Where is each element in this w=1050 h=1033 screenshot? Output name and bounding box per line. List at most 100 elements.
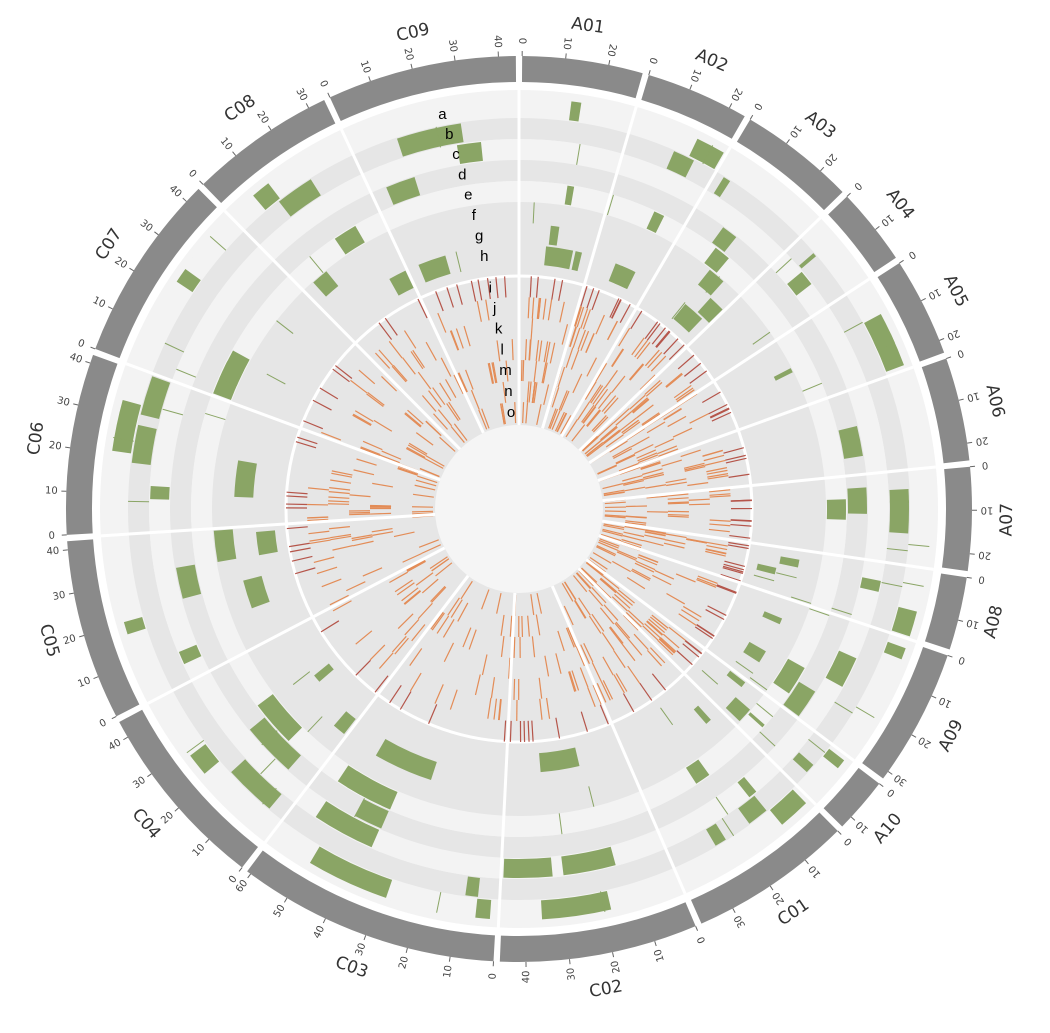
tick-mark [749, 114, 754, 120]
feature-line [460, 580, 473, 600]
tick-label: 10 [937, 694, 953, 709]
feature-line [330, 533, 352, 539]
feature-line [332, 544, 354, 551]
feature-block [666, 151, 694, 178]
feature-line [611, 375, 626, 393]
feature-line [404, 618, 420, 636]
feature-line [567, 627, 577, 647]
tick-label: 10 [442, 965, 455, 979]
feature-line [648, 618, 666, 634]
chromosome-separator [588, 277, 871, 465]
feature-line [642, 413, 661, 427]
feature-block [823, 748, 845, 769]
feature-line [406, 560, 426, 572]
feature-line [309, 537, 331, 542]
chromosome-label-A10: A10 [869, 809, 906, 847]
tick-mark [568, 959, 571, 965]
feature-line [584, 381, 597, 400]
feature-line [440, 357, 452, 377]
feature-line [358, 369, 376, 385]
feature-line [545, 697, 551, 719]
feature-line [449, 330, 459, 351]
feature-line [723, 447, 744, 454]
tick-label: 20 [48, 440, 62, 453]
tick-mark [283, 897, 288, 903]
feature-line [707, 475, 729, 480]
tick-mark [846, 192, 851, 197]
feature-line [352, 414, 372, 427]
feature-line [329, 487, 351, 491]
feature-line [644, 380, 661, 396]
ideogram-C02 [499, 902, 696, 962]
feature-block [140, 376, 171, 420]
feature-line [646, 620, 663, 636]
feature-line [612, 560, 631, 573]
tick-mark [612, 952, 615, 958]
feature-block [334, 225, 365, 255]
feature-line [902, 581, 924, 587]
chromosome-label-A07: A07 [997, 503, 1018, 537]
feature-line [706, 467, 728, 473]
feature-line [176, 368, 197, 378]
feature-block [243, 575, 270, 609]
feature-line [580, 308, 589, 329]
tick-label: 10 [854, 818, 871, 835]
feature-block [256, 530, 278, 556]
feature-line [439, 436, 456, 452]
feature-line [604, 514, 626, 518]
feature-line [542, 362, 548, 384]
feature-block [792, 752, 814, 773]
tick-mark [111, 715, 117, 720]
feature-line [481, 654, 488, 676]
feature-line [535, 614, 541, 636]
feature-line [411, 624, 426, 642]
feature-line [659, 637, 676, 653]
chromosome-label-C09: C09 [395, 19, 432, 46]
feature-line [321, 431, 342, 441]
feature-line [399, 691, 412, 710]
feature-line [639, 374, 656, 391]
feature-line [753, 574, 775, 582]
feature-line [321, 578, 342, 588]
feature-line [373, 419, 393, 432]
feature-line [642, 472, 664, 479]
feature-line [675, 573, 696, 583]
feature-line [389, 571, 408, 584]
feature-line [649, 616, 667, 631]
feature-block [333, 711, 356, 735]
tick-label: 0 [955, 347, 965, 359]
feature-line [665, 478, 687, 484]
feature-line [531, 636, 536, 658]
tick-label: 0 [98, 717, 109, 730]
feature-line [636, 404, 654, 419]
feature-line [521, 615, 524, 637]
feature-line [622, 421, 641, 435]
feature-line [675, 387, 694, 401]
feature-block [355, 799, 389, 829]
feature-line [651, 673, 667, 691]
feature-line [417, 298, 428, 319]
feature-line [404, 412, 422, 427]
feature-line [646, 421, 666, 434]
feature-line [292, 671, 311, 685]
feature-line [439, 382, 452, 401]
center-disc [435, 425, 603, 593]
feature-block [738, 795, 767, 824]
tick-label: 30 [131, 775, 148, 791]
feature-line [470, 389, 480, 410]
feature-block [396, 123, 464, 157]
feature-line [563, 581, 577, 601]
feature-line [295, 441, 317, 449]
tick-mark [931, 695, 937, 699]
ideogram-A01 [521, 56, 643, 99]
track-letter-h: h [480, 248, 488, 265]
feature-line [535, 340, 540, 362]
feature-line [730, 523, 752, 527]
tick-label: 10 [91, 295, 107, 310]
feature-line [716, 585, 737, 594]
feature-line [720, 573, 741, 582]
chromosome-separator [496, 592, 517, 928]
feature-line [509, 615, 513, 637]
feature-line [556, 412, 567, 433]
ideogram-C07 [95, 188, 217, 359]
